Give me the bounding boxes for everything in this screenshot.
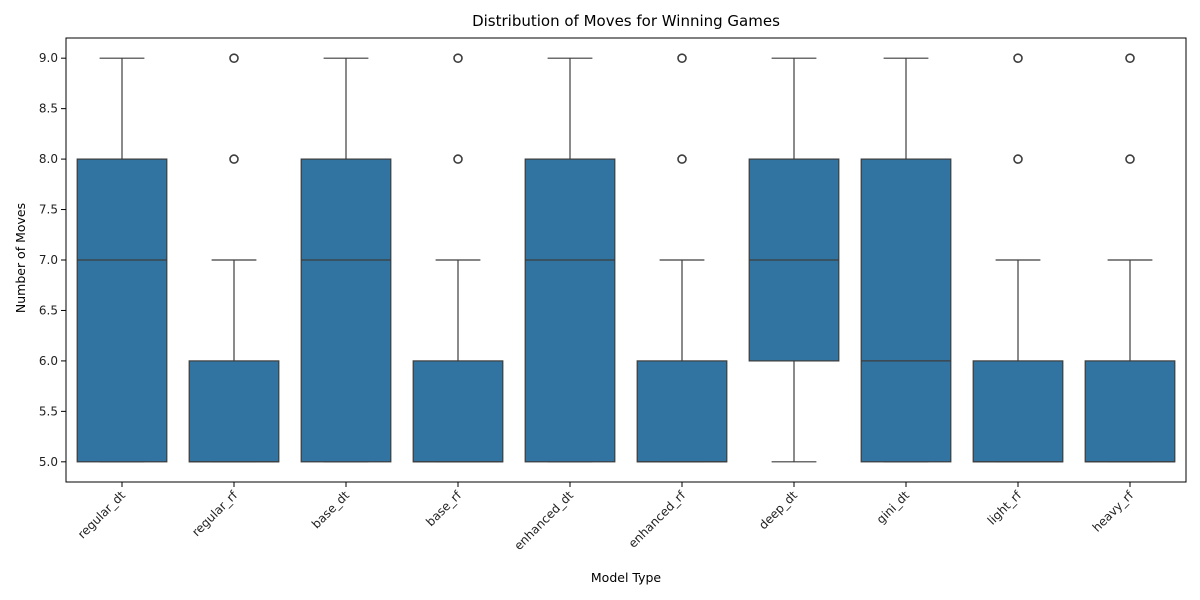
box-iqr (1084, 360, 1176, 463)
box-iqr (300, 158, 392, 463)
outlier-point (229, 154, 239, 164)
y-tick-label: 7.0 (39, 253, 58, 267)
box-group-enhanced_dt (524, 57, 616, 463)
outlier-point (677, 154, 687, 164)
box-iqr (524, 158, 616, 463)
box-group-regular_dt (76, 57, 168, 463)
box-iqr (636, 360, 728, 463)
outlier-point (1013, 154, 1023, 164)
outlier-point (453, 154, 463, 164)
y-axis-label: Number of Moves (13, 203, 28, 313)
box-group-regular_rf (188, 53, 280, 463)
outlier-point (1125, 53, 1135, 63)
y-tick-label: 8.0 (39, 152, 58, 166)
box-iqr (412, 360, 504, 463)
box-iqr (188, 360, 280, 463)
outlier-point (677, 53, 687, 63)
x-tick-label: gini_dt (874, 488, 913, 527)
box-group-heavy_rf (1084, 53, 1176, 463)
x-axis-label: Model Type (591, 570, 662, 585)
x-tick-label: enhanced_dt (511, 488, 576, 553)
x-tick-label: heavy_rf (1090, 488, 1137, 535)
x-tick-label: base_rf (423, 488, 464, 529)
outlier-point (1013, 53, 1023, 63)
box-group-light_rf (972, 53, 1064, 463)
chart-title: Distribution of Moves for Winning Games (472, 12, 780, 30)
y-tick-label: 8.5 (39, 102, 58, 116)
box-group-gini_dt (860, 57, 952, 463)
x-tick-label: base_dt (309, 488, 352, 531)
outlier-point (453, 53, 463, 63)
y-tick-label: 6.0 (39, 354, 58, 368)
x-tick-label: enhanced_rf (626, 488, 689, 551)
y-tick-label: 5.0 (39, 455, 58, 469)
outlier-point (1125, 154, 1135, 164)
plot-area: 5.0 5.5 6.0 6.5 7.0 7.5 8.0 8.5 9.0 regular_dt reg… (39, 37, 1187, 553)
x-tick-label: regular_dt (75, 488, 128, 541)
outlier-point (229, 53, 239, 63)
box-iqr (76, 158, 168, 463)
box-iqr (860, 158, 952, 463)
box-iqr (972, 360, 1064, 463)
box-group-base_rf (412, 53, 504, 463)
y-tick-label: 5.5 (39, 404, 58, 418)
y-tick-label: 9.0 (39, 51, 58, 65)
x-tick-label: light_rf (985, 488, 1025, 528)
x-tick-label: deep_dt (756, 488, 800, 532)
box-group-deep_dt (748, 57, 840, 463)
box-group-base_dt (300, 57, 392, 463)
x-tick-label: regular_rf (189, 488, 240, 539)
box-group-enhanced_rf (636, 53, 728, 463)
y-tick-label: 6.5 (39, 303, 58, 317)
y-tick-label: 7.5 (39, 203, 58, 217)
